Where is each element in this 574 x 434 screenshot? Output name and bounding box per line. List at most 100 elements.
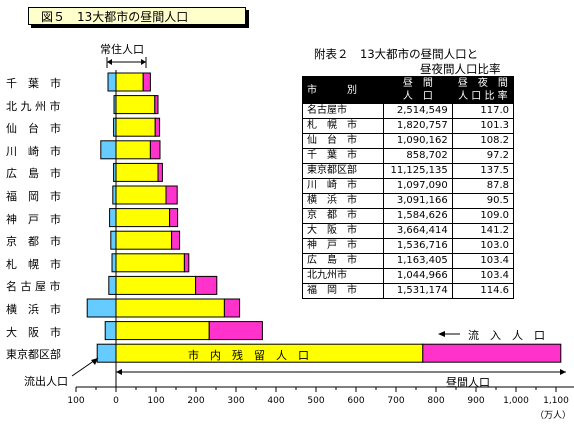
- category-label: 名 古 屋 市: [6, 280, 61, 294]
- table-row: 千 葉 市 858,702 97.2: [302, 148, 515, 164]
- bar-stay-2: [115, 117, 156, 137]
- table-row: 川 崎 市 1,097,090 87.8: [302, 178, 515, 194]
- outflow-arrow: [91, 358, 98, 365]
- header-population-line2: 人 口: [402, 91, 433, 102]
- table-cell-population: 858,702: [383, 148, 453, 164]
- table-cell-ratio: 103.4: [451, 268, 515, 284]
- table-cell-population: 3,664,414: [383, 223, 453, 239]
- bar-inflow-4: [157, 162, 163, 182]
- table-row: 大 阪 市 3,664,414 141.2: [302, 223, 515, 239]
- table-cell-ratio: 109.0: [451, 208, 515, 224]
- stay-label: 市 内 残 留 人 口: [188, 349, 309, 362]
- table-cell-ratio: 108.2: [451, 133, 515, 149]
- header-city: 市 別: [302, 76, 384, 104]
- bar-inflow-12: [422, 343, 562, 363]
- table-cell-ratio: 114.6: [451, 283, 515, 299]
- header-population-line1: 昼 間: [402, 78, 433, 89]
- category-label: 広 島 市: [6, 167, 61, 181]
- bar-outflow-9: [108, 275, 117, 295]
- bar-inflow-7: [171, 230, 181, 250]
- category-label: 京 都 市: [6, 235, 61, 249]
- bar-stay-8: [115, 253, 185, 273]
- table-cell-ratio: 137.5: [451, 163, 515, 179]
- table-title-2: 昼夜間人口比率: [420, 61, 501, 77]
- x-tick-label: 0: [113, 396, 119, 406]
- header-ratio-line2: 人 口 比 率: [458, 91, 508, 102]
- category-label: 神 戸 市: [6, 212, 61, 226]
- category-label: 札 幌 市: [6, 257, 61, 271]
- table-row: 東京都区部 11,125,135 137.5: [302, 163, 515, 179]
- daytime-arrow-right: [560, 369, 566, 375]
- table-cell-ratio: 103.4: [451, 253, 515, 269]
- x-tick-label: 200: [187, 396, 205, 406]
- table-title: 附表２ 13大都市の昼間人口と: [314, 47, 479, 61]
- bar-stay-9: [115, 275, 197, 295]
- table-row: 名古屋市 2,514,549 117.0: [302, 103, 515, 119]
- table-cell-city: 札 幌 市: [302, 118, 384, 134]
- category-label: 川 崎 市: [6, 144, 61, 158]
- table-cell-city: 川 崎 市: [302, 178, 384, 194]
- inflow-label: 流 入 人 口: [468, 329, 545, 342]
- bar-outflow-0: [107, 72, 117, 92]
- table-cell-city: 大 阪 市: [302, 223, 384, 239]
- x-tick-label: 700: [387, 396, 405, 406]
- bar-stay-4: [115, 162, 159, 182]
- bar-inflow-11: [208, 321, 263, 341]
- table-row: 仙 台 市 1,090,162 108.2: [302, 133, 515, 149]
- table-row: 広 島 市 1,163,405 103.4: [302, 253, 515, 269]
- bar-outflow-11: [104, 321, 117, 341]
- table-cell-ratio: 141.2: [451, 223, 515, 239]
- daytime-arrow-left: [116, 369, 122, 375]
- table-cell-city: 名古屋市: [302, 103, 384, 119]
- bar-stay-10: [115, 298, 225, 318]
- x-tick-label: 1,000: [503, 396, 529, 406]
- table-cell-city: 北九州市: [302, 268, 384, 284]
- table-cell-ratio: 103.0: [451, 238, 515, 254]
- table-cell-city: 横 浜 市: [302, 193, 384, 209]
- table-cell-ratio: 97.2: [451, 148, 515, 164]
- table-cell-population: 1,044,966: [383, 268, 453, 284]
- table-cell-ratio: 87.8: [451, 178, 515, 194]
- daytime-population-label: 昼間人口: [446, 376, 490, 389]
- bar-outflow-10: [86, 298, 117, 318]
- bar-inflow-9: [195, 275, 218, 295]
- bar-stay-1: [115, 95, 156, 115]
- bar-outflow-3: [100, 140, 117, 160]
- table-cell-city: 福 岡 市: [302, 283, 384, 299]
- x-tick-label: 300: [227, 396, 245, 406]
- bar-outflow-12: [96, 343, 117, 363]
- bar-outflow-7: [110, 230, 117, 250]
- table-row: 福 岡 市 1,531,174 114.6: [302, 283, 515, 299]
- outflow-label: 流出人口: [24, 375, 68, 388]
- table-cell-population: 11,125,135: [383, 163, 453, 179]
- resident-arrow-right: [141, 59, 146, 65]
- category-label: 北 九 州 市: [6, 99, 61, 113]
- x-tick-label: 400: [267, 396, 285, 406]
- bar-inflow-3: [149, 140, 161, 160]
- x-tick-label: 500: [307, 396, 325, 406]
- table-cell-population: 1,584,626: [383, 208, 453, 224]
- table-row: 神 戸 市 1,536,716 103.0: [302, 238, 515, 254]
- x-tick-label: 1,100: [543, 396, 569, 406]
- bar-inflow-0: [142, 72, 151, 92]
- bar-stay-0: [115, 72, 144, 92]
- table-row: 札 幌 市 1,820,757 101.3: [302, 118, 515, 134]
- x-tick-label: 900: [467, 396, 485, 406]
- table-row: 横 浜 市 3,091,166 90.5: [302, 193, 515, 209]
- table-cell-population: 2,514,549: [383, 103, 453, 119]
- bar-outflow-8: [111, 253, 117, 273]
- annotation-graphics: [71, 57, 566, 377]
- table-cell-ratio: 101.3: [451, 118, 515, 134]
- bar-stay-11: [115, 321, 210, 341]
- table-cell-population: 3,091,166: [383, 193, 453, 209]
- table-cell-population: 1,820,757: [383, 118, 453, 134]
- x-axis-group: [75, 70, 574, 392]
- category-label: 大 阪 市: [6, 325, 61, 339]
- table-cell-ratio: 117.0: [451, 103, 515, 119]
- table-cell-city: 神 戸 市: [302, 238, 384, 254]
- category-label: 福 岡 市: [6, 190, 61, 203]
- table-cell-city: 京 都 市: [302, 208, 384, 224]
- table-cell-city: 仙 台 市: [302, 133, 384, 149]
- bar-outflow-6: [109, 208, 117, 228]
